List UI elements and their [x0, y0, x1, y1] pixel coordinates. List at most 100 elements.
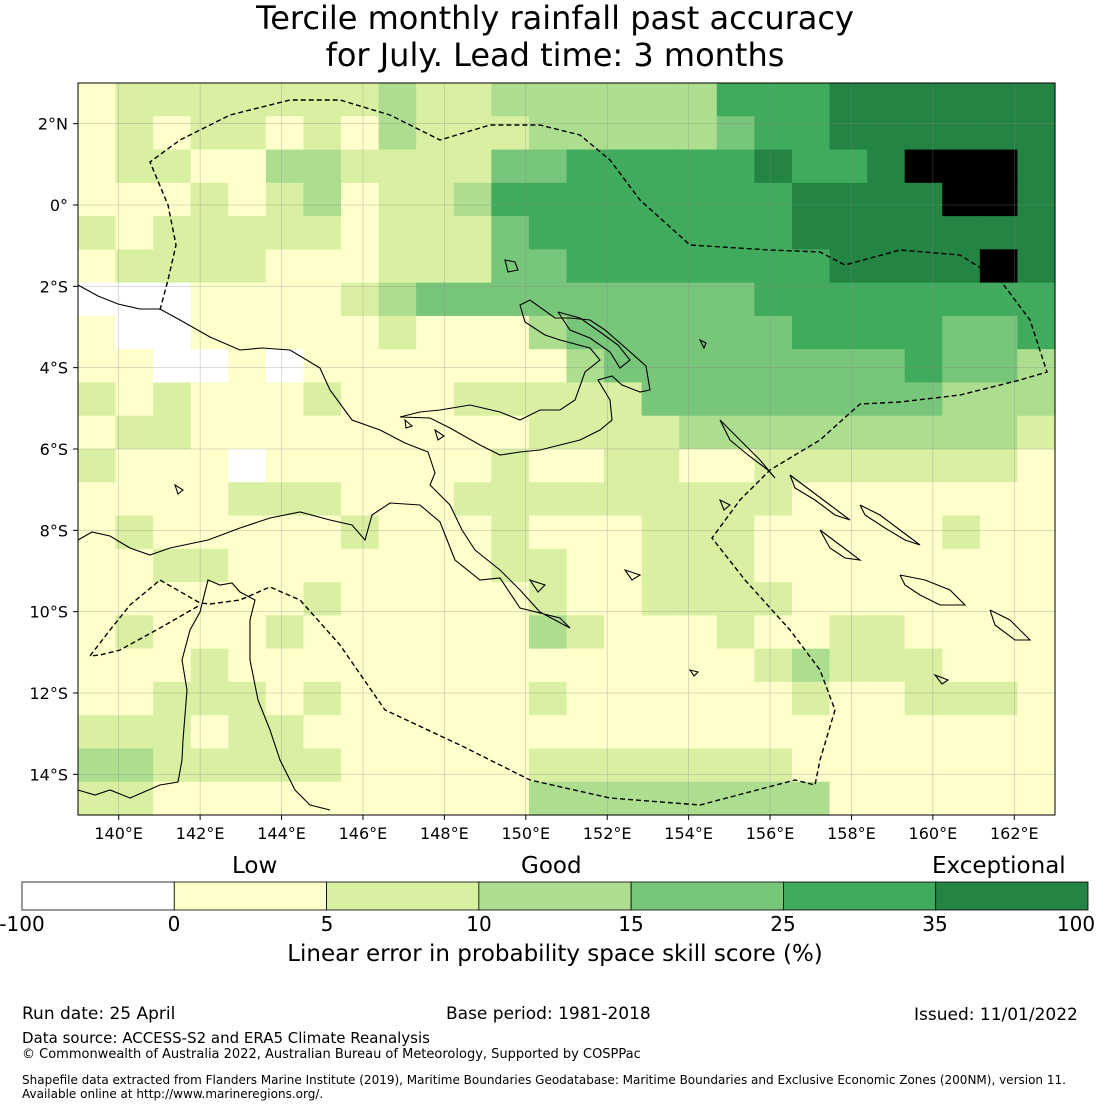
grid-cell: [867, 449, 906, 483]
grid-cell: [453, 282, 492, 317]
grid-cell: [491, 748, 530, 783]
grid-cell: [566, 781, 605, 816]
grid-cell: [303, 315, 342, 350]
grid-cell: [829, 615, 868, 650]
grid-cell: [979, 748, 1019, 783]
grid-cell: [416, 582, 455, 616]
grid-cell: [115, 482, 154, 517]
grid-cell: [303, 681, 342, 716]
grid-cell: [716, 681, 755, 716]
grid-cell: [153, 382, 192, 417]
grid-cell: [528, 615, 568, 650]
grid-cell: [679, 515, 718, 550]
grid-cell: [528, 182, 568, 217]
grid-cell: [829, 681, 868, 716]
grid-cell: [153, 415, 192, 450]
grid-cell: [528, 349, 568, 384]
grid-cell: [829, 182, 868, 217]
grid-cell: [791, 216, 831, 250]
grid-cell: [416, 482, 455, 517]
grid-cell: [1017, 681, 1056, 716]
grid-cell: [604, 748, 643, 783]
grid-cell: [265, 315, 305, 350]
grid-cell: [604, 681, 643, 716]
grid-cell: [190, 116, 229, 151]
grid-cell: [604, 315, 643, 350]
base-period: Base period: 1981-2018: [446, 1004, 651, 1024]
grid-cell: [115, 715, 154, 750]
grid-cell: [867, 83, 906, 117]
grid-cell: [528, 116, 568, 151]
grid-cell: [791, 249, 831, 284]
grid-cell: [942, 415, 981, 450]
grid-cell: [228, 582, 267, 616]
grid-cell: [679, 449, 718, 483]
grid-cell: [453, 382, 492, 417]
grid-cell: [904, 249, 943, 284]
grid-cell: [228, 382, 267, 417]
grid-cell: [942, 681, 981, 716]
grid-cell: [78, 548, 117, 583]
grid-cell: [528, 315, 568, 350]
grid-cell: [190, 648, 229, 683]
grid-cell: [78, 116, 117, 151]
grid-cell: [190, 781, 229, 816]
grid-cell: [228, 116, 267, 151]
colorbar-segment: [935, 881, 1089, 911]
grid-cell: [265, 449, 305, 483]
grid-cell: [341, 249, 380, 284]
grid-cell: [78, 349, 117, 384]
grid-cell: [115, 249, 154, 284]
grid-cell: [78, 315, 117, 350]
grid-cell: [115, 681, 154, 716]
grid-cell: [341, 83, 380, 117]
grid-cell: [904, 182, 943, 217]
grid-cell: [115, 349, 154, 384]
grid-cell: [190, 282, 229, 317]
grid-cell: [904, 748, 943, 783]
grid-cell: [641, 415, 680, 450]
grid-cell: [416, 216, 455, 250]
grid-cell: [566, 83, 605, 117]
grid-cell: [566, 648, 605, 683]
grid-cell: [829, 315, 868, 350]
legend-low-label: Low: [232, 853, 278, 879]
grid-cell: [228, 748, 267, 783]
grid-cell: [528, 249, 568, 284]
grid-cell: [904, 681, 943, 716]
grid-cell: [716, 449, 755, 483]
grid-cell: [979, 315, 1019, 350]
grid-cell: [566, 582, 605, 616]
grid-cell: [228, 449, 267, 483]
grid-cell: [829, 449, 868, 483]
grid-cell: [303, 116, 342, 151]
grid-cell: [341, 415, 380, 450]
grid-cell: [303, 282, 342, 317]
grid-cell: [942, 83, 981, 117]
grid-cell: [303, 781, 342, 816]
grid-cell: [679, 116, 718, 151]
grid-cell: [904, 582, 943, 616]
x-tick-label: 162°E: [990, 824, 1039, 843]
grid-cell: [1017, 349, 1056, 384]
grid-cell: [115, 582, 154, 616]
grid-cell: [528, 681, 568, 716]
grid-cell: [491, 216, 530, 250]
grid-cell: [378, 382, 417, 417]
colorbar-tick-label: 10: [466, 912, 492, 936]
grid-cell: [604, 482, 643, 517]
grid-cell: [979, 482, 1019, 517]
grid-cell: [453, 548, 492, 583]
grid-cell: [867, 582, 906, 616]
grid-cell: [1017, 482, 1056, 517]
grid-cell: [867, 548, 906, 583]
copyright: © Commonwealth of Australia 2022, Austra…: [22, 1047, 641, 1062]
colorbar-tick-label: 5: [320, 912, 334, 936]
grid-cell: [641, 315, 680, 350]
grid-cell: [641, 249, 680, 284]
grid-cell: [791, 615, 831, 650]
grid-cell: [679, 648, 718, 683]
grid-cell: [679, 83, 718, 117]
grid-cell: [979, 282, 1019, 317]
